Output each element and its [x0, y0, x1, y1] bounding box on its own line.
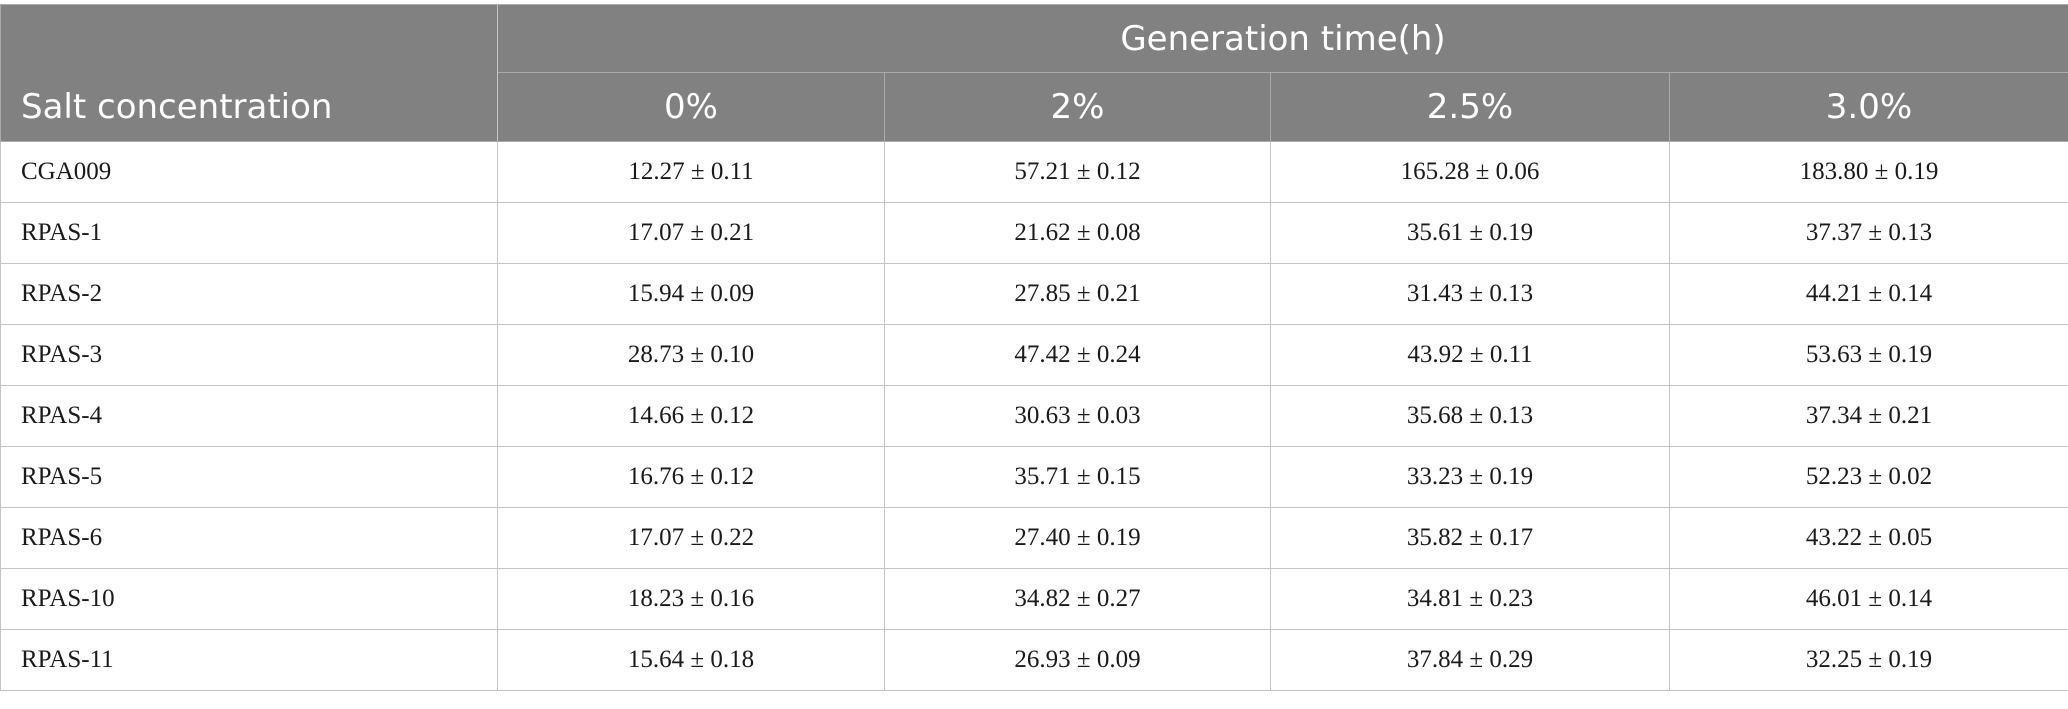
- table-cell: 52.23 ± 0.02: [1669, 446, 2068, 508]
- generation-time-table: Salt concentration Generation time(h) 0%…: [0, 4, 2068, 691]
- table-row: RPAS-10 18.23 ± 0.16 34.82 ± 0.27 34.81 …: [0, 568, 2068, 630]
- table-row: RPAS-3 28.73 ± 0.10 47.42 ± 0.24 43.92 ±…: [0, 324, 2068, 386]
- table-cell: 35.71 ± 0.15: [884, 446, 1271, 508]
- table-cell: 32.25 ± 0.19: [1669, 629, 2068, 691]
- header-row-columns: 0% 2% 2.5% 3.0%: [1, 72, 2068, 142]
- table-cell: 31.43 ± 0.13: [1270, 263, 1670, 325]
- table-cell: 44.21 ± 0.14: [1669, 263, 2068, 325]
- row-label: RPAS-6: [0, 507, 498, 569]
- table-cell: 18.23 ± 0.16: [497, 568, 885, 630]
- table-cell: 15.94 ± 0.09: [497, 263, 885, 325]
- table-cell: 27.40 ± 0.19: [884, 507, 1271, 569]
- table-cell: 53.63 ± 0.19: [1669, 324, 2068, 386]
- group-header: Generation time(h): [497, 4, 2068, 73]
- table-row: CGA009 12.27 ± 0.11 57.21 ± 0.12 165.28 …: [0, 141, 2068, 203]
- table-cell: 12.27 ± 0.11: [497, 141, 885, 203]
- table-cell: 30.63 ± 0.03: [884, 385, 1271, 447]
- table-cell: 34.81 ± 0.23: [1270, 568, 1670, 630]
- table-cell: 47.42 ± 0.24: [884, 324, 1271, 386]
- header-row-group: Salt concentration Generation time(h): [0, 4, 2068, 142]
- table-cell: 33.23 ± 0.19: [1270, 446, 1670, 508]
- table-cell: 17.07 ± 0.21: [497, 202, 885, 264]
- table-cell: 15.64 ± 0.18: [497, 629, 885, 691]
- table-cell: 183.80 ± 0.19: [1669, 141, 2068, 203]
- column-header: 2%: [884, 72, 1271, 142]
- row-label: RPAS-5: [0, 446, 498, 508]
- table-cell: 37.84 ± 0.29: [1270, 629, 1670, 691]
- table-cell: 35.82 ± 0.17: [1270, 507, 1670, 569]
- table-cell: 37.34 ± 0.21: [1669, 385, 2068, 447]
- row-label: RPAS-3: [0, 324, 498, 386]
- table-row: RPAS-4 14.66 ± 0.12 30.63 ± 0.03 35.68 ±…: [0, 385, 2068, 447]
- table-cell: 21.62 ± 0.08: [884, 202, 1271, 264]
- table-cell: 26.93 ± 0.09: [884, 629, 1271, 691]
- table-cell: 14.66 ± 0.12: [497, 385, 885, 447]
- table-container: Salt concentration Generation time(h) 0%…: [0, 4, 2068, 691]
- table-cell: 27.85 ± 0.21: [884, 263, 1271, 325]
- table-cell: 57.21 ± 0.12: [884, 141, 1271, 203]
- row-label: RPAS-4: [0, 385, 498, 447]
- table-cell: 37.37 ± 0.13: [1669, 202, 2068, 264]
- row-label: RPAS-10: [0, 568, 498, 630]
- column-header: 3.0%: [1669, 72, 2068, 142]
- row-label: CGA009: [0, 141, 498, 203]
- column-header: 2.5%: [1270, 72, 1670, 142]
- table-cell: 16.76 ± 0.12: [497, 446, 885, 508]
- table-cell: 35.61 ± 0.19: [1270, 202, 1670, 264]
- table-body: CGA009 12.27 ± 0.11 57.21 ± 0.12 165.28 …: [0, 141, 2068, 691]
- stub-header: Salt concentration: [0, 4, 498, 142]
- table-cell: 165.28 ± 0.06: [1270, 141, 1670, 203]
- table-cell: 34.82 ± 0.27: [884, 568, 1271, 630]
- table-row: RPAS-11 15.64 ± 0.18 26.93 ± 0.09 37.84 …: [0, 629, 2068, 691]
- table-cell: 43.22 ± 0.05: [1669, 507, 2068, 569]
- row-label: RPAS-1: [0, 202, 498, 264]
- table-cell: 28.73 ± 0.10: [497, 324, 885, 386]
- table-row: RPAS-1 17.07 ± 0.21 21.62 ± 0.08 35.61 ±…: [0, 202, 2068, 264]
- table-cell: 17.07 ± 0.22: [497, 507, 885, 569]
- table-cell: 46.01 ± 0.14: [1669, 568, 2068, 630]
- row-label: RPAS-2: [0, 263, 498, 325]
- table-row: RPAS-6 17.07 ± 0.22 27.40 ± 0.19 35.82 ±…: [0, 507, 2068, 569]
- table-row: RPAS-5 16.76 ± 0.12 35.71 ± 0.15 33.23 ±…: [0, 446, 2068, 508]
- table-cell: 35.68 ± 0.13: [1270, 385, 1670, 447]
- row-label: RPAS-11: [0, 629, 498, 691]
- table-header: Salt concentration Generation time(h) 0%…: [0, 4, 2068, 142]
- column-header: 0%: [497, 72, 885, 142]
- table-row: RPAS-2 15.94 ± 0.09 27.85 ± 0.21 31.43 ±…: [0, 263, 2068, 325]
- table-cell: 43.92 ± 0.11: [1270, 324, 1670, 386]
